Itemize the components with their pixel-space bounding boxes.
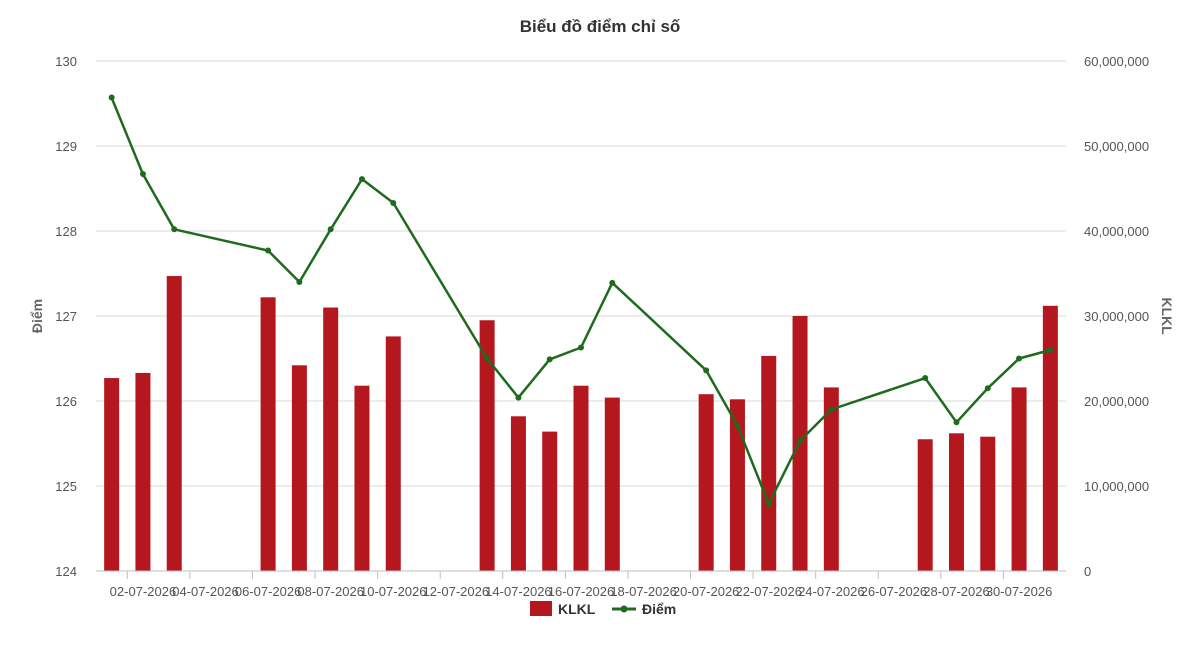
x-tick-label: 08-07-2026 [297, 584, 364, 599]
x-tick-label: 12-07-2026 [423, 584, 490, 599]
point-diem [296, 279, 303, 285]
point-diem [734, 422, 741, 429]
x-tick-label: 18-07-2026 [610, 584, 677, 599]
bar-klkl [510, 416, 526, 571]
point-diem [609, 279, 616, 286]
bar-klkl [573, 385, 589, 571]
point-diem [984, 385, 991, 392]
bar-klkl [948, 433, 964, 571]
line-series-diem [108, 94, 1054, 507]
y-left-tick-label: 130 [55, 54, 77, 69]
legend-item-diem[interactable]: Điểm [612, 601, 676, 617]
bar-klkl [823, 387, 839, 571]
y-left-tick-label: 124 [55, 564, 77, 579]
point-diem [1016, 355, 1023, 362]
legend-item-klkl[interactable]: KLKL [530, 601, 596, 617]
y-left-tick-label: 127 [55, 309, 77, 324]
y-right-tick-label: 50,000,000 [1084, 139, 1149, 154]
y-right-tick-label: 30,000,000 [1084, 309, 1149, 324]
point-diem [765, 500, 772, 507]
bar-klkl [291, 365, 307, 571]
legend-label-diem: Điểm [642, 601, 676, 617]
x-tick-label: 20-07-2026 [673, 584, 740, 599]
point-diem [953, 419, 960, 426]
point-diem [797, 437, 804, 444]
x-tick-label: 04-07-2026 [172, 584, 239, 599]
y-right-tick-label: 10,000,000 [1084, 479, 1149, 494]
point-diem [108, 94, 115, 101]
y-axis-left-title: Điểm [29, 299, 45, 333]
bar-klkl [479, 320, 495, 571]
point-diem [358, 176, 365, 183]
bar-klkl [604, 397, 620, 571]
chart-title: Biểu đồ điểm chỉ số [520, 17, 681, 36]
bar-klkl [1042, 305, 1058, 571]
x-tick-label: 02-07-2026 [110, 584, 177, 599]
y-right-tick-label: 0 [1084, 564, 1091, 579]
y-left-tick-label: 128 [55, 224, 77, 239]
x-tick-label: 22-07-2026 [735, 584, 802, 599]
bar-klkl [542, 431, 558, 571]
bar-klkl [166, 276, 182, 571]
point-diem [578, 344, 584, 351]
y-right-tick-label: 60,000,000 [1084, 54, 1149, 69]
x-tick-label: 28-07-2026 [923, 584, 990, 599]
legend-swatch-klkl [530, 601, 552, 616]
point-diem [327, 226, 334, 233]
bar-klkl [698, 394, 714, 571]
bar-klkl [761, 355, 777, 571]
bar-klkl [135, 372, 151, 571]
point-diem [390, 199, 397, 206]
bar-klkl [260, 297, 276, 571]
bar-series-klkl [104, 276, 1058, 571]
legend-label-klkl: KLKL [558, 601, 596, 617]
point-diem [1047, 347, 1054, 353]
y-left-tick-label: 129 [55, 139, 77, 154]
point-diem [139, 171, 146, 178]
point-diem [515, 394, 522, 401]
bar-klkl [354, 385, 370, 571]
point-diem [703, 367, 710, 374]
point-diem [171, 226, 178, 233]
y-right-tick-label: 40,000,000 [1084, 224, 1149, 239]
x-tick-label: 16-07-2026 [548, 584, 615, 599]
y-left-tick-label: 126 [55, 394, 77, 409]
point-diem [265, 247, 272, 254]
legend: KLKL Điểm [530, 601, 676, 617]
y-right-tick-label: 20,000,000 [1084, 394, 1149, 409]
x-tick-label: 24-07-2026 [798, 584, 865, 599]
legend-swatch-diem-dot [620, 605, 628, 613]
y-axis-right-title: KLKL [1159, 297, 1175, 335]
x-tick-label: 14-07-2026 [485, 584, 552, 599]
bar-klkl [729, 399, 745, 571]
x-tick-label: 30-07-2026 [986, 584, 1053, 599]
point-diem [546, 356, 553, 363]
x-tick-label: 26-07-2026 [861, 584, 928, 599]
bar-klkl [104, 378, 120, 571]
point-diem [922, 375, 929, 382]
bar-klkl [917, 439, 933, 571]
point-diem [828, 406, 835, 413]
bar-klkl [323, 307, 339, 571]
bar-klkl [385, 336, 401, 571]
bar-klkl [1011, 387, 1027, 571]
x-tick-label: 06-07-2026 [235, 584, 302, 599]
bar-klkl [980, 436, 996, 571]
x-tick-label: 10-07-2026 [360, 584, 427, 599]
axes: 124 125 126 127 128 129 130 0 10,000,000 20,000,0… [55, 54, 1149, 599]
point-diem [484, 355, 491, 362]
y-left-tick-label: 125 [55, 479, 77, 494]
